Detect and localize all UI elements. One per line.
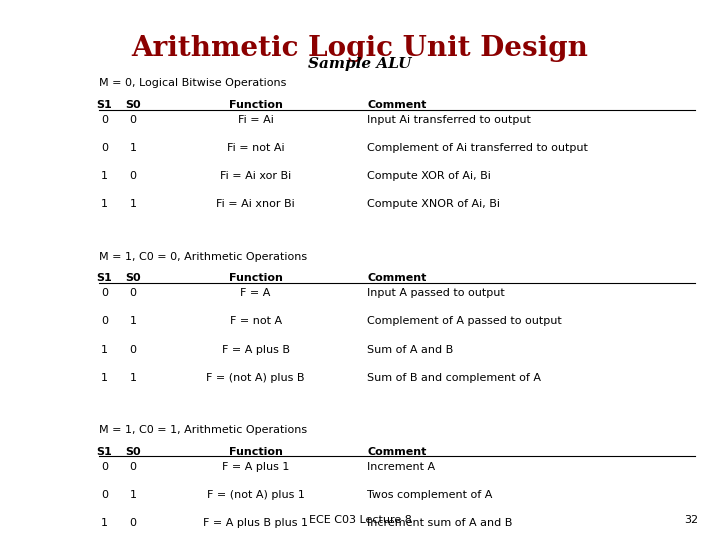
Text: Comment: Comment <box>367 100 426 110</box>
Text: S1: S1 <box>96 447 112 457</box>
Text: S0: S0 <box>125 273 141 284</box>
Text: 0: 0 <box>130 462 137 472</box>
Text: F = A: F = A <box>240 288 271 299</box>
Text: F = not A: F = not A <box>230 316 282 327</box>
Text: 0: 0 <box>130 115 137 125</box>
Text: Increment sum of A and B: Increment sum of A and B <box>367 518 513 528</box>
Text: Fi = Ai xor Bi: Fi = Ai xor Bi <box>220 171 291 181</box>
Text: 0: 0 <box>130 288 137 299</box>
Text: 0: 0 <box>101 143 108 153</box>
Text: Function: Function <box>229 273 282 284</box>
Text: 32: 32 <box>684 515 698 525</box>
Text: F = A plus B: F = A plus B <box>222 345 289 355</box>
Text: Arithmetic Logic Unit Design: Arithmetic Logic Unit Design <box>132 35 588 62</box>
Text: S0: S0 <box>125 100 141 110</box>
Text: 0: 0 <box>130 171 137 181</box>
Text: Complement of Ai transferred to output: Complement of Ai transferred to output <box>367 143 588 153</box>
Text: Compute XOR of Ai, Bi: Compute XOR of Ai, Bi <box>367 171 491 181</box>
Text: S1: S1 <box>96 100 112 110</box>
Text: Sample ALU: Sample ALU <box>308 57 412 71</box>
Text: 0: 0 <box>101 490 108 500</box>
Text: Function: Function <box>229 100 282 110</box>
Text: Compute XNOR of Ai, Bi: Compute XNOR of Ai, Bi <box>367 199 500 210</box>
Text: Fi = Ai: Fi = Ai <box>238 115 274 125</box>
Text: M = 1, C0 = 0, Arithmetic Operations: M = 1, C0 = 0, Arithmetic Operations <box>99 252 307 262</box>
Text: 1: 1 <box>101 345 108 355</box>
Text: 1: 1 <box>130 316 137 327</box>
Text: F = A plus 1: F = A plus 1 <box>222 462 289 472</box>
Text: Complement of A passed to output: Complement of A passed to output <box>367 316 562 327</box>
Text: M = 0, Logical Bitwise Operations: M = 0, Logical Bitwise Operations <box>99 78 287 89</box>
Text: 0: 0 <box>130 345 137 355</box>
Text: Comment: Comment <box>367 273 426 284</box>
Text: M = 1, C0 = 1, Arithmetic Operations: M = 1, C0 = 1, Arithmetic Operations <box>99 425 307 435</box>
Text: 1: 1 <box>101 199 108 210</box>
Text: S0: S0 <box>125 447 141 457</box>
Text: Sum of A and B: Sum of A and B <box>367 345 454 355</box>
Text: ECE C03 Lecture 8: ECE C03 Lecture 8 <box>309 515 411 525</box>
Text: 0: 0 <box>101 316 108 327</box>
Text: Fi = Ai xnor Bi: Fi = Ai xnor Bi <box>216 199 295 210</box>
Text: 0: 0 <box>101 462 108 472</box>
Text: Twos complement of A: Twos complement of A <box>367 490 492 500</box>
Text: 1: 1 <box>130 490 137 500</box>
Text: 1: 1 <box>101 373 108 383</box>
Text: 1: 1 <box>101 518 108 528</box>
Text: Input Ai transferred to output: Input Ai transferred to output <box>367 115 531 125</box>
Text: 0: 0 <box>101 115 108 125</box>
Text: Fi = not Ai: Fi = not Ai <box>227 143 284 153</box>
Text: 0: 0 <box>130 518 137 528</box>
Text: Sum of B and complement of A: Sum of B and complement of A <box>367 373 541 383</box>
Text: Function: Function <box>229 447 282 457</box>
Text: Increment A: Increment A <box>367 462 436 472</box>
Text: F = (not A) plus B: F = (not A) plus B <box>207 373 305 383</box>
Text: F = A plus B plus 1: F = A plus B plus 1 <box>203 518 308 528</box>
Text: Comment: Comment <box>367 447 426 457</box>
Text: F = (not A) plus 1: F = (not A) plus 1 <box>207 490 305 500</box>
Text: S1: S1 <box>96 273 112 284</box>
Text: 1: 1 <box>101 171 108 181</box>
Text: 1: 1 <box>130 373 137 383</box>
Text: Input A passed to output: Input A passed to output <box>367 288 505 299</box>
Text: 1: 1 <box>130 143 137 153</box>
Text: 0: 0 <box>101 288 108 299</box>
Text: 1: 1 <box>130 199 137 210</box>
